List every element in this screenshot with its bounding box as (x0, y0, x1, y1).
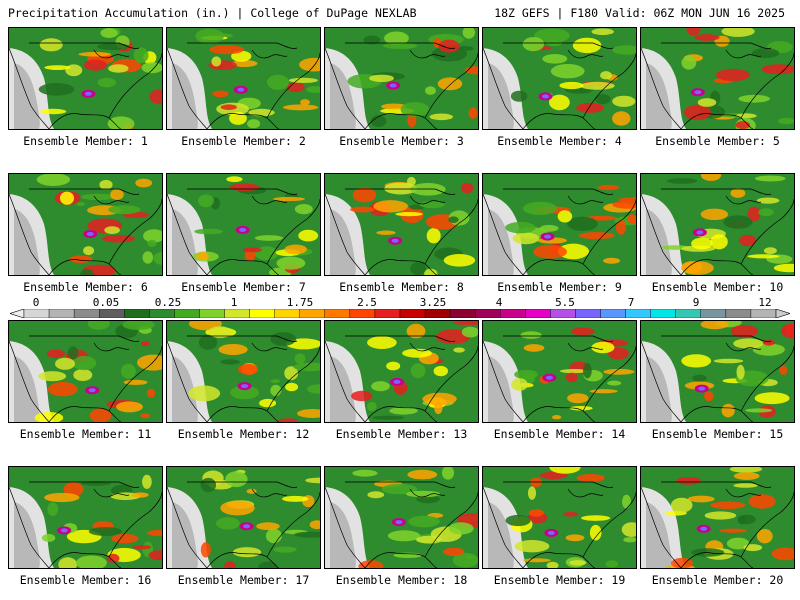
ensemble-member-label: Ensemble Member: 7 (181, 280, 306, 294)
ensemble-member-label: Ensemble Member: 6 (23, 280, 148, 294)
legend-color-box (249, 309, 275, 318)
legend-color-box (149, 309, 175, 318)
legend-color-box (750, 309, 777, 318)
precipitation-map (482, 27, 637, 130)
legend-color-box (449, 309, 476, 318)
ensemble-member-label: Ensemble Member: 5 (655, 134, 780, 148)
precipitation-map (324, 27, 479, 130)
legend-tick-label: 1.75 (286, 296, 314, 309)
legend-tick-label: 7 (627, 296, 635, 309)
legend-color-box (374, 309, 401, 318)
ensemble-member-label: Ensemble Member: 16 (19, 573, 152, 587)
legend-color-box (625, 309, 651, 318)
legend-color-box (299, 309, 326, 318)
precipitation-map (324, 320, 479, 423)
precipitation-map (166, 320, 321, 423)
legend-color-box (399, 309, 426, 318)
precipitation-map (166, 173, 321, 276)
legend-tick-label: 1 (230, 296, 238, 309)
ensemble-member-label: Ensemble Member: 17 (177, 573, 310, 587)
ensemble-member-label: Ensemble Member: 9 (497, 280, 622, 294)
legend-tick-label: 2.5 (357, 296, 377, 309)
precipitation-map (324, 173, 479, 276)
legend-color-box (199, 309, 225, 318)
precipitation-map (166, 27, 321, 130)
legend-color-box (475, 309, 501, 318)
legend-color-box (575, 309, 601, 318)
legend-arrow-low (10, 309, 25, 318)
precipitation-map (640, 466, 795, 569)
ensemble-member-label: Ensemble Member: 1 (23, 134, 148, 148)
legend-color-box (73, 309, 100, 318)
ensemble-member-label: Ensemble Member: 2 (181, 134, 306, 148)
legend-arrow-high (775, 309, 790, 318)
legend-color-box (324, 309, 351, 318)
precipitation-map (640, 173, 795, 276)
precipitation-map (640, 320, 795, 423)
legend-tick-label: 3.25 (419, 296, 447, 309)
ensemble-member-label: Ensemble Member: 10 (651, 280, 784, 294)
legend-color-box (675, 309, 701, 318)
precipitation-map (8, 27, 163, 130)
ensemble-member-label: Ensemble Member: 12 (177, 427, 310, 441)
ensemble-member-label: Ensemble Member: 18 (335, 573, 468, 587)
legend-tick-label: 0.05 (92, 296, 120, 309)
precipitation-map (8, 173, 163, 276)
precipitation-map (166, 466, 321, 569)
precipitation-map (640, 27, 795, 130)
legend-color-box (274, 309, 300, 318)
legend-tick-label: 5.5 (555, 296, 575, 309)
legend-color-box (700, 309, 727, 318)
ensemble-member-label: Ensemble Member: 4 (497, 134, 622, 148)
ensemble-member-label: Ensemble Member: 14 (493, 427, 626, 441)
legend-color-box (224, 309, 250, 318)
legend-color-box (650, 309, 676, 318)
ensemble-member-label: Ensemble Member: 8 (339, 280, 464, 294)
precipitation-map (482, 466, 637, 569)
legend-color-box (174, 309, 200, 318)
ensemble-member-label: Ensemble Member: 3 (339, 134, 464, 148)
ensemble-member-label: Ensemble Member: 19 (493, 573, 626, 587)
ensemble-member-label: Ensemble Member: 20 (651, 573, 784, 587)
legend-color-box (124, 309, 150, 318)
precipitation-map (8, 320, 163, 423)
chart-title: Precipitation Accumulation (in.) | Colle… (8, 6, 417, 20)
legend-color-box (725, 309, 752, 318)
legend-color-box (424, 309, 451, 318)
legend-tick-label: 12 (758, 296, 772, 309)
precipitation-map (482, 320, 637, 423)
legend-tick-label: 0.25 (154, 296, 182, 309)
ensemble-member-label: Ensemble Member: 11 (19, 427, 152, 441)
ensemble-member-label: Ensemble Member: 13 (335, 427, 468, 441)
legend-tick-label: 4 (495, 296, 503, 309)
legend-color-box (600, 309, 626, 318)
ensemble-member-label: Ensemble Member: 15 (651, 427, 784, 441)
legend-color-box (23, 309, 50, 318)
precipitation-map (8, 466, 163, 569)
legend-color-box (550, 309, 576, 318)
legend-color-box (500, 309, 526, 318)
color-legend-strip (10, 309, 790, 318)
precipitation-map (482, 173, 637, 276)
model-run-info: 18Z GEFS | F180 Valid: 06Z MON JUN 16 20… (494, 6, 785, 20)
precipitation-map (324, 466, 479, 569)
legend-color-box (525, 309, 551, 318)
legend-color-box (349, 309, 376, 318)
legend-tick-label: 9 (692, 296, 700, 309)
color-legend: 0 0.05 0.25 1 1.75 2.5 3.25 4 5.5 7 9 12 (10, 296, 790, 320)
legend-tick-label: 0 (32, 296, 40, 309)
legend-color-box (48, 309, 75, 318)
legend-color-box (98, 309, 125, 318)
